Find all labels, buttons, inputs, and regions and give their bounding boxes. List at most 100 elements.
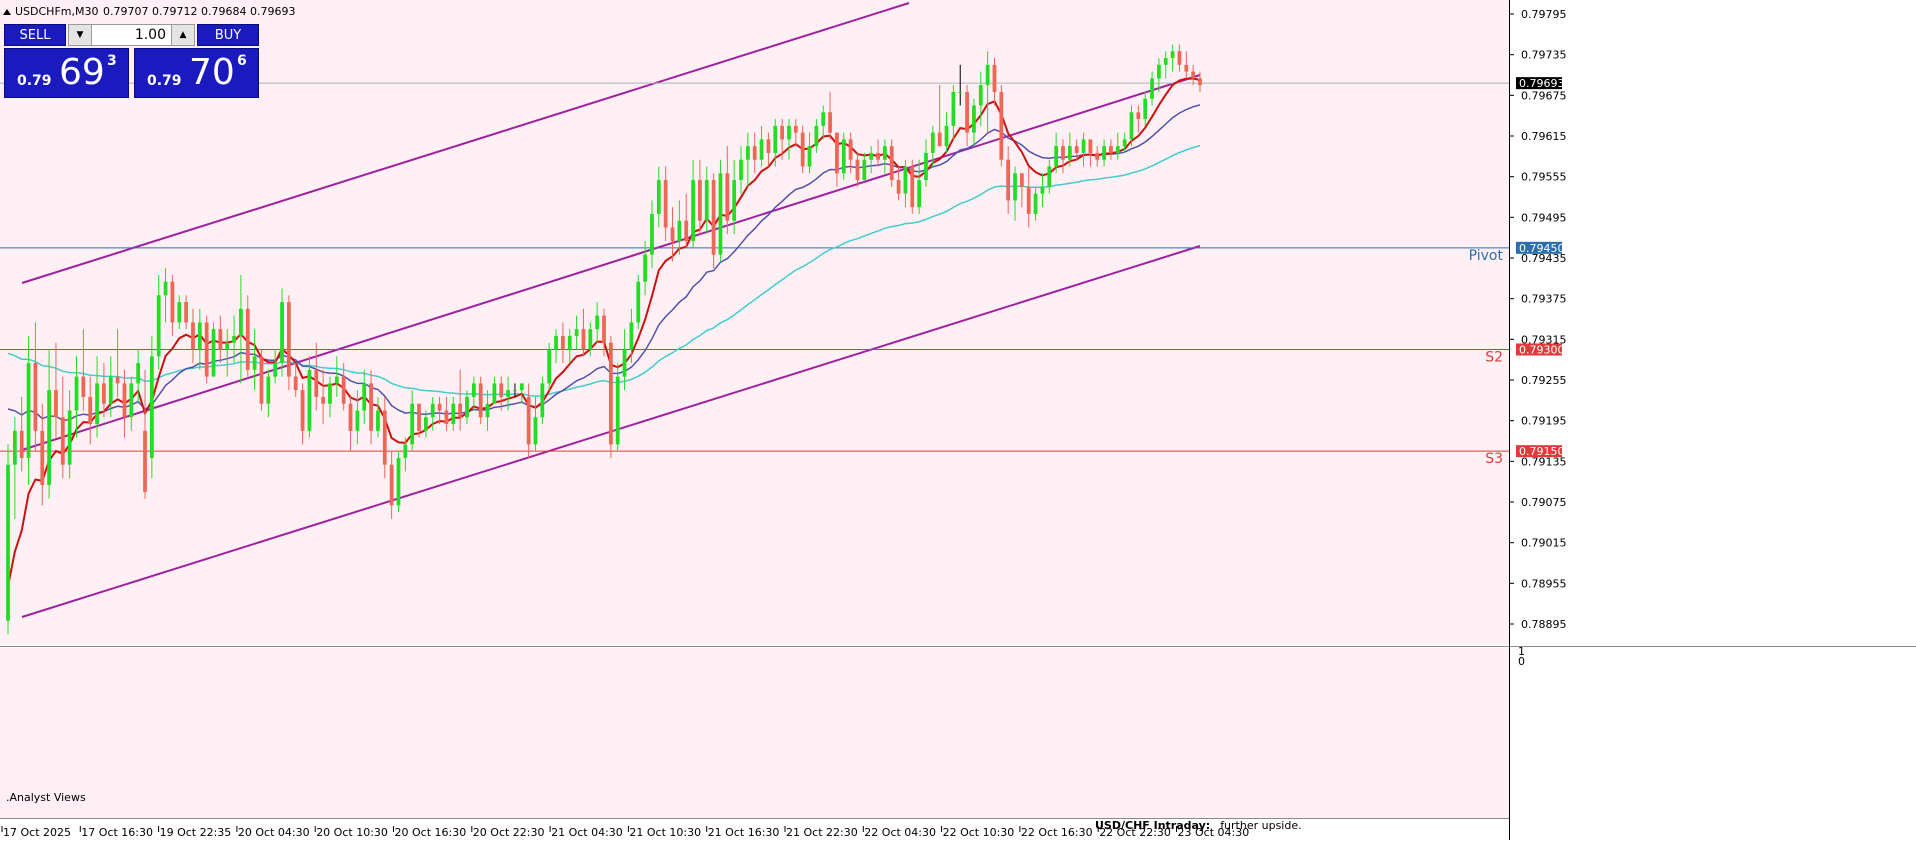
time-tick-label: 21 Oct 22:30: [786, 826, 858, 839]
candle-body: [143, 430, 147, 492]
candle-body: [252, 356, 257, 370]
candle-body: [259, 356, 264, 404]
candle-body: [485, 403, 490, 418]
ohlc-values: 0.79707 0.79712 0.79684 0.79693: [103, 5, 295, 18]
candle-body: [314, 369, 319, 397]
candle-body: [1150, 78, 1154, 99]
candle-body: [821, 112, 826, 126]
candle-body: [574, 329, 579, 336]
lot-decrease-icon[interactable]: ▼: [69, 25, 92, 45]
candle-body: [1170, 51, 1175, 59]
time-tick-label: 17 Oct 16:30: [81, 826, 153, 839]
lot-increase-icon[interactable]: ▲: [171, 25, 194, 45]
lot-size-input[interactable]: [93, 26, 170, 44]
candle-body: [451, 403, 456, 425]
candle-body: [992, 64, 997, 92]
candle-body: [102, 383, 106, 404]
candle-body: [636, 281, 641, 323]
candle-body: [1047, 166, 1052, 187]
price-tick-marks: [1509, 13, 1514, 625]
time-tick-label: 20 Oct 10:30: [316, 826, 388, 839]
candle-body: [218, 329, 223, 350]
price-tick-label: 0.78955: [1521, 577, 1567, 590]
candle-body: [1163, 58, 1168, 65]
candle-body: [999, 91, 1004, 160]
candle-body: [1143, 98, 1148, 120]
one-click-trading-panel: SELL ▼ ▲ BUY 0.79 69 3 0.79 70 6: [4, 24, 259, 98]
candle-body: [170, 281, 175, 323]
symbol-dropdown-icon[interactable]: [3, 9, 11, 15]
candlesticks: [6, 44, 1202, 635]
candle-body: [33, 363, 38, 431]
candle-body: [1122, 139, 1127, 147]
subwindow-scale-min: 0: [1518, 655, 1525, 668]
candle-body: [424, 417, 428, 431]
candle-body: [766, 139, 771, 153]
candle-body: [47, 390, 51, 486]
candle-body: [944, 125, 949, 147]
time-tick-label: 22 Oct 16:30: [1021, 826, 1093, 839]
candle-body: [882, 146, 887, 160]
price-tick-label: 0.79615: [1521, 130, 1567, 143]
time-tick-label: 20 Oct 04:30: [238, 826, 310, 839]
price-tick-label: 0.79495: [1521, 211, 1567, 224]
indicator-label: .Analyst Views: [6, 791, 86, 804]
candle-body: [1006, 159, 1011, 201]
candle-body: [670, 227, 675, 242]
time-tick-label: 20 Oct 16:30: [395, 826, 467, 839]
candle-body: [197, 322, 202, 350]
candle-body: [1115, 146, 1120, 153]
price-tick-label: 0.79375: [1521, 293, 1567, 306]
candle-body: [355, 410, 360, 431]
level-price-tag-pivot: [1516, 241, 1562, 254]
candle-body: [1102, 146, 1106, 160]
price-tick-label: 0.79735: [1521, 49, 1567, 62]
candle-body: [581, 329, 586, 350]
candle-body: [115, 376, 120, 384]
sell-button[interactable]: SELL: [4, 24, 66, 46]
candle-body: [1184, 64, 1189, 72]
price-tick-label: 0.79195: [1521, 415, 1567, 428]
candle-body: [239, 308, 243, 336]
candle-body: [95, 383, 99, 425]
price-axis-labels: 0.79795 0.79735 0.79675 0.79615 0.79555 0.794…: [1521, 8, 1567, 631]
candle-body: [362, 383, 367, 411]
candle-body: [1033, 193, 1038, 214]
current-price-text: 0.79693: [1519, 77, 1565, 90]
sell-price-button[interactable]: 0.79 69 3: [4, 48, 129, 98]
candle-body: [958, 91, 963, 93]
axis-area: [1509, 0, 1916, 840]
candle-body: [12, 430, 17, 465]
candle-body: [732, 180, 737, 221]
candle-body: [122, 383, 127, 418]
candle-body: [1054, 146, 1059, 167]
price-tick-label: 0.79075: [1521, 496, 1567, 509]
candle-body: [985, 64, 990, 86]
candle-body: [163, 281, 168, 296]
candle-body: [787, 125, 791, 140]
time-tick-label: 21 Oct 16:30: [708, 826, 780, 839]
buy-price-button[interactable]: 0.79 70 6: [134, 48, 259, 98]
candle-body: [629, 322, 634, 350]
candle-body: [245, 308, 250, 370]
candle-body: [328, 383, 332, 404]
price-tick-label: 0.79555: [1521, 171, 1567, 184]
current-price-tag: [1516, 77, 1562, 90]
chart-header: USDCHFm,M30 0.79707 0.79712 0.79684 0.79…: [3, 5, 295, 18]
candle-body: [869, 152, 874, 160]
candle-body: [1020, 173, 1024, 187]
candle-body: [848, 139, 853, 160]
price-tick-label: 0.78895: [1521, 618, 1567, 631]
candle-body: [108, 376, 113, 404]
buy-button[interactable]: BUY: [197, 24, 259, 46]
candle-body: [1013, 173, 1017, 201]
sell-price-pips: 69: [59, 52, 105, 93]
candle-body: [273, 363, 278, 377]
candle-body: [280, 302, 284, 364]
level-label-s2: S2: [1485, 350, 1503, 366]
candle-body: [1088, 139, 1093, 153]
candle-body: [60, 417, 65, 465]
candle-body: [608, 342, 613, 445]
candle-body: [533, 417, 538, 445]
